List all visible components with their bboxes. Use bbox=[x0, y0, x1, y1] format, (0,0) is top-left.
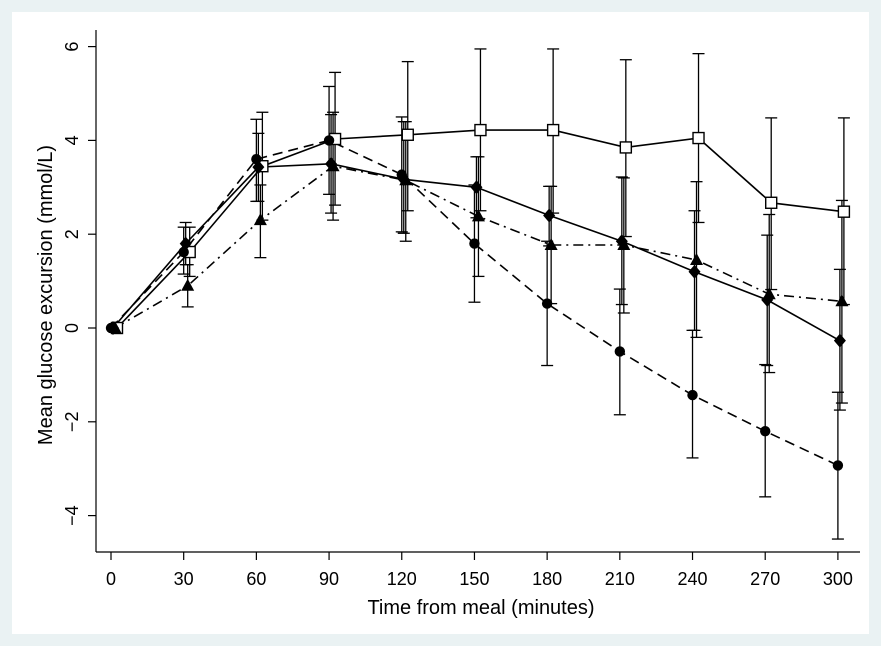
y-tick-label: −2 bbox=[62, 412, 82, 433]
x-tick-label: 60 bbox=[246, 569, 266, 589]
x-tick-label: 240 bbox=[677, 569, 707, 589]
data-point-triangle bbox=[690, 252, 704, 265]
data-point-circle bbox=[614, 346, 626, 357]
series-markers bbox=[105, 123, 851, 471]
x-tick-label: 180 bbox=[532, 569, 562, 589]
data-point-triangle bbox=[326, 159, 340, 172]
data-point-diamond bbox=[688, 264, 701, 279]
data-point-triangle bbox=[835, 294, 849, 307]
y-tick-label: 6 bbox=[62, 42, 82, 52]
data-point-circle bbox=[760, 425, 771, 437]
data-point-square bbox=[837, 205, 851, 218]
data-point-circle bbox=[541, 298, 553, 309]
data-point-circle bbox=[469, 238, 480, 249]
y-tick-label: 4 bbox=[62, 135, 82, 145]
x-tick-label: 210 bbox=[605, 569, 635, 589]
data-point-diamond bbox=[833, 333, 846, 348]
y-tick-label: 2 bbox=[62, 229, 82, 239]
x-tick-label: 30 bbox=[174, 569, 194, 589]
axes bbox=[95, 30, 860, 553]
series-line-filled-circle bbox=[110, 139, 839, 467]
axis-ticks: 0 30 60 90 120 150 180 210 240 270 300 −4 −2 0 2 4 6 bbox=[62, 42, 853, 589]
y-axis-title: Mean glucose excursion (mmol/L) bbox=[35, 145, 57, 445]
x-tick-label: 300 bbox=[823, 569, 853, 589]
data-point-diamond bbox=[179, 236, 192, 251]
data-point-triangle bbox=[762, 287, 776, 300]
data-point-circle bbox=[323, 135, 335, 146]
data-point-triangle bbox=[471, 209, 485, 222]
data-point-triangle bbox=[399, 173, 413, 186]
data-point-diamond bbox=[470, 180, 483, 195]
x-tick-label: 270 bbox=[750, 569, 780, 589]
data-point-triangle bbox=[617, 237, 631, 250]
data-point-square bbox=[401, 128, 414, 141]
data-point-triangle bbox=[253, 213, 267, 226]
data-point-square bbox=[692, 131, 705, 145]
data-point-diamond bbox=[543, 208, 556, 223]
data-point-square bbox=[474, 123, 487, 137]
data-point-diamond bbox=[252, 160, 265, 175]
data-point-triangle bbox=[108, 321, 122, 333]
x-axis-title: Time from meal (minutes) bbox=[367, 597, 594, 619]
data-point-square bbox=[546, 123, 560, 137]
x-tick-label: 150 bbox=[459, 569, 489, 589]
data-point-square bbox=[765, 196, 778, 209]
data-point-circle bbox=[687, 389, 698, 401]
y-tick-label: −4 bbox=[62, 505, 82, 526]
x-tick-label: 90 bbox=[319, 569, 339, 589]
plot-area-background bbox=[12, 12, 869, 634]
data-point-square bbox=[619, 141, 633, 154]
x-tick-label: 120 bbox=[387, 569, 417, 589]
data-point-triangle bbox=[181, 278, 195, 291]
x-tick-label: 0 bbox=[106, 569, 116, 589]
data-point-triangle bbox=[544, 237, 558, 250]
y-tick-label: 0 bbox=[62, 323, 82, 333]
data-point-circle bbox=[832, 460, 844, 471]
